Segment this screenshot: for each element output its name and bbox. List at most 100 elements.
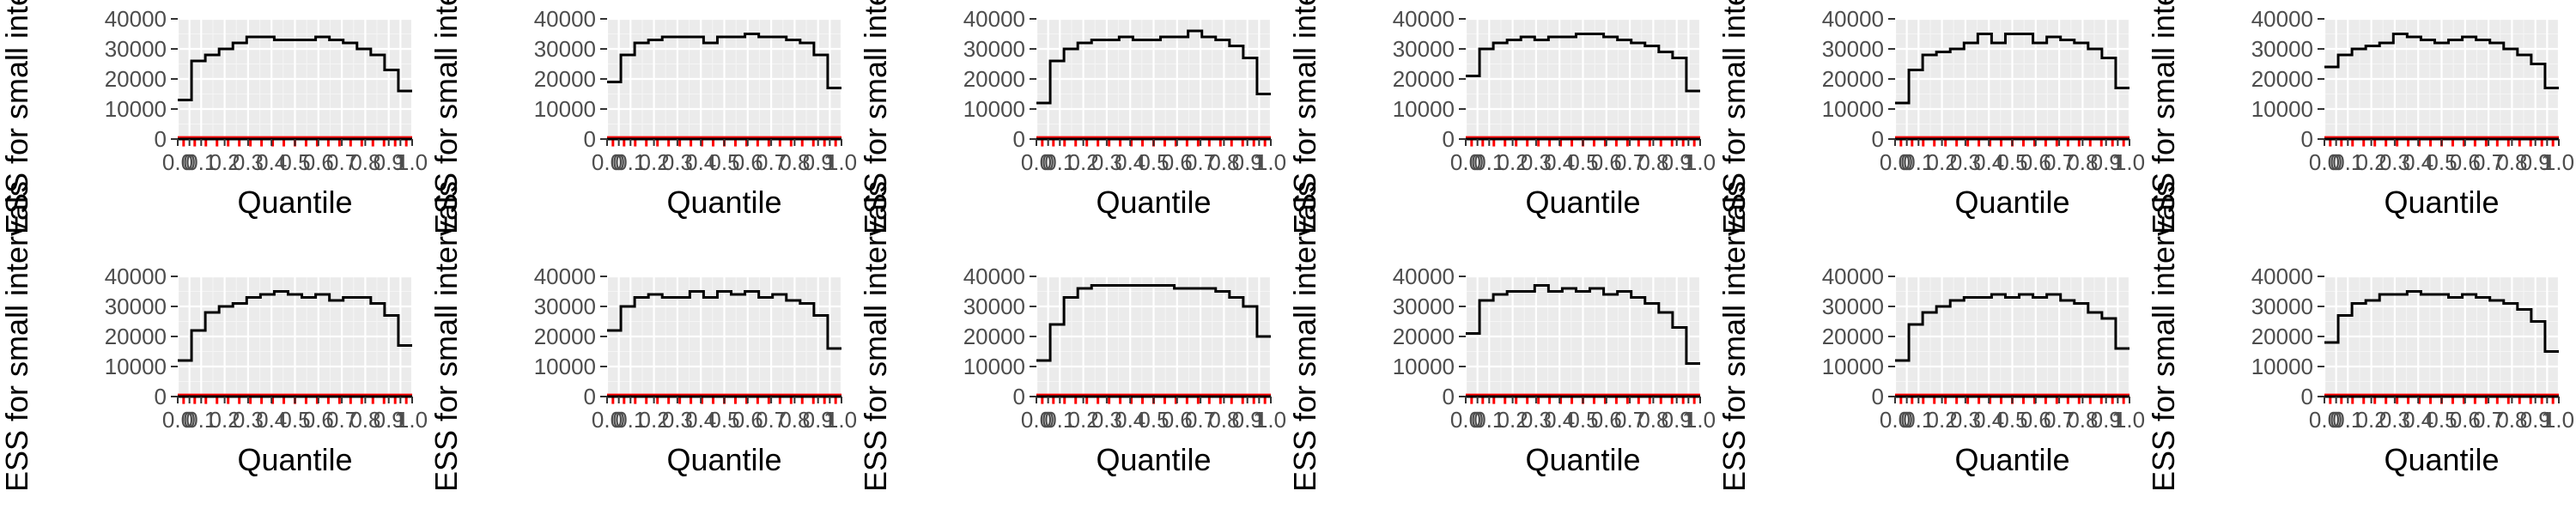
x-tick-label: 0.9: [2520, 407, 2551, 433]
y-tick-label: 0: [1013, 384, 1025, 409]
y-tick-label: 10000: [105, 354, 167, 379]
x-tick-label: 0: [1471, 149, 1483, 175]
y-tick-label: 20000: [534, 324, 596, 349]
y-tick-label: 30000: [2251, 294, 2313, 319]
panel-5: 0100002000030000400000.000.10.20.30.40.5…: [1716, 0, 2145, 234]
x-tick-label: 1.0: [2114, 407, 2145, 433]
x-tick-label: 0.3: [233, 407, 264, 433]
y-tick-label: 30000: [534, 36, 596, 62]
y-tick-label: 0: [1872, 126, 1884, 152]
y-tick-label: 20000: [1393, 66, 1455, 92]
x-tick-label: 0.1: [2332, 149, 2363, 175]
y-tick-label: 30000: [1393, 294, 1455, 319]
x-tick-label: 0.3: [233, 149, 264, 175]
x-axis-title: Quantile: [1954, 185, 2069, 220]
x-tick-label: 1.0: [1255, 149, 1286, 175]
y-tick-label: 40000: [2251, 264, 2313, 289]
x-tick-label: 0.1: [1044, 149, 1075, 175]
x-tick-label: 0.9: [374, 407, 404, 433]
x-tick-label: 0: [2330, 407, 2342, 433]
x-tick-label: 1.0: [1685, 149, 1716, 175]
x-tick-label: 0: [612, 407, 624, 433]
y-tick-label: 20000: [2251, 66, 2313, 92]
x-tick-label: 0.2: [1498, 149, 1528, 175]
ess-step-line: [1036, 284, 1271, 362]
y-tick-label: 10000: [105, 96, 167, 122]
x-tick-label: 0.8: [349, 407, 380, 433]
x-tick-label: 0: [612, 149, 624, 175]
x-tick-label: 1: [1682, 149, 1694, 175]
x-tick-label: 0.9: [374, 149, 404, 175]
y-axis-title: ESS for small intervals: [0, 0, 34, 234]
y-tick-label: 10000: [1393, 354, 1455, 379]
y-tick-label: 30000: [963, 36, 1025, 62]
x-tick-label: 0: [183, 407, 195, 433]
x-tick-label: 0.8: [2067, 407, 2098, 433]
x-tick-label: 0.0: [2309, 149, 2340, 175]
y-tick-label: 20000: [2251, 324, 2313, 349]
x-tick-label: 0.9: [1662, 149, 1692, 175]
x-tick-label: 0.2: [1498, 407, 1528, 433]
x-tick-label: 0.9: [2520, 149, 2551, 175]
y-tick-label: 0: [1443, 384, 1455, 409]
y-tick-label: 40000: [2251, 6, 2313, 32]
x-tick-label: 1: [2541, 149, 2553, 175]
x-tick-label: 0.6: [303, 149, 334, 175]
y-tick-label: 30000: [963, 294, 1025, 319]
y-tick-label: 30000: [534, 294, 596, 319]
y-tick-label: 20000: [1822, 66, 1884, 92]
x-tick-label: 0.6: [1591, 407, 1622, 433]
x-tick-label: 1.0: [2543, 407, 2574, 433]
x-tick-label: 0: [1900, 407, 1912, 433]
x-tick-label: 1: [823, 407, 835, 433]
x-tick-label: 0.9: [1232, 407, 1263, 433]
x-tick-label: 0.9: [2091, 149, 2122, 175]
x-tick-label: 0.7: [1614, 149, 1645, 175]
y-axis-title: ESS for small intervals: [1287, 0, 1322, 234]
y-tick-label: 0: [155, 126, 167, 152]
y-axis-title: ESS for small intervals: [2146, 0, 2181, 234]
x-tick-label: 0: [2330, 149, 2342, 175]
y-tick-label: 0: [1013, 126, 1025, 152]
x-tick-label: 0.1: [1903, 149, 1934, 175]
y-tick-label: 40000: [1822, 264, 1884, 289]
y-tick-label: 10000: [534, 354, 596, 379]
panel-2: 0100002000030000400000.000.10.20.30.40.5…: [428, 0, 857, 234]
y-tick-label: 20000: [105, 66, 167, 92]
panel-3: 0100002000030000400000.000.10.20.30.40.5…: [858, 0, 1286, 234]
y-tick-label: 10000: [1822, 354, 1884, 379]
x-tick-label: 0.7: [2044, 407, 2075, 433]
panel-4: 0100002000030000400000.000.10.20.30.40.5…: [1287, 0, 1716, 234]
x-tick-label: 0.7: [326, 149, 357, 175]
x-tick-label: 0.6: [2020, 407, 2051, 433]
x-tick-label: 0.0: [592, 149, 623, 175]
x-tick-label: 0.3: [2379, 149, 2410, 175]
x-tick-label: 0.2: [1068, 407, 1099, 433]
ess-step-line: [607, 290, 841, 350]
x-tick-label: 0.7: [1614, 407, 1645, 433]
y-tick-label: 0: [155, 384, 167, 409]
x-tick-label: 1.0: [1685, 407, 1716, 433]
x-tick-label: 0.8: [1208, 407, 1239, 433]
x-tick-label: 0.5: [1138, 149, 1169, 175]
y-tick-label: 20000: [963, 66, 1025, 92]
x-tick-label: 0.5: [1138, 407, 1169, 433]
y-tick-label: 0: [2301, 384, 2313, 409]
y-tick-label: 10000: [2251, 96, 2313, 122]
x-tick-label: 0: [1042, 407, 1054, 433]
x-tick-label: 0.2: [1068, 149, 1099, 175]
x-tick-label: 0: [1900, 149, 1912, 175]
x-tick-label: 1: [1682, 407, 1694, 433]
x-tick-label: 0.9: [1232, 149, 1263, 175]
x-tick-label: 0.0: [1880, 407, 1911, 433]
x-tick-label: 0.9: [1662, 407, 1692, 433]
x-tick-label: 0.4: [2403, 149, 2433, 175]
x-tick-label: 0.7: [2473, 149, 2504, 175]
x-tick-label: 0.2: [2356, 149, 2387, 175]
x-tick-label: 1: [2111, 407, 2123, 433]
x-tick-label: 0.1: [615, 149, 646, 175]
x-tick-label: 1: [823, 149, 835, 175]
x-tick-label: 0.0: [1880, 149, 1911, 175]
x-tick-label: 0.4: [1544, 407, 1575, 433]
